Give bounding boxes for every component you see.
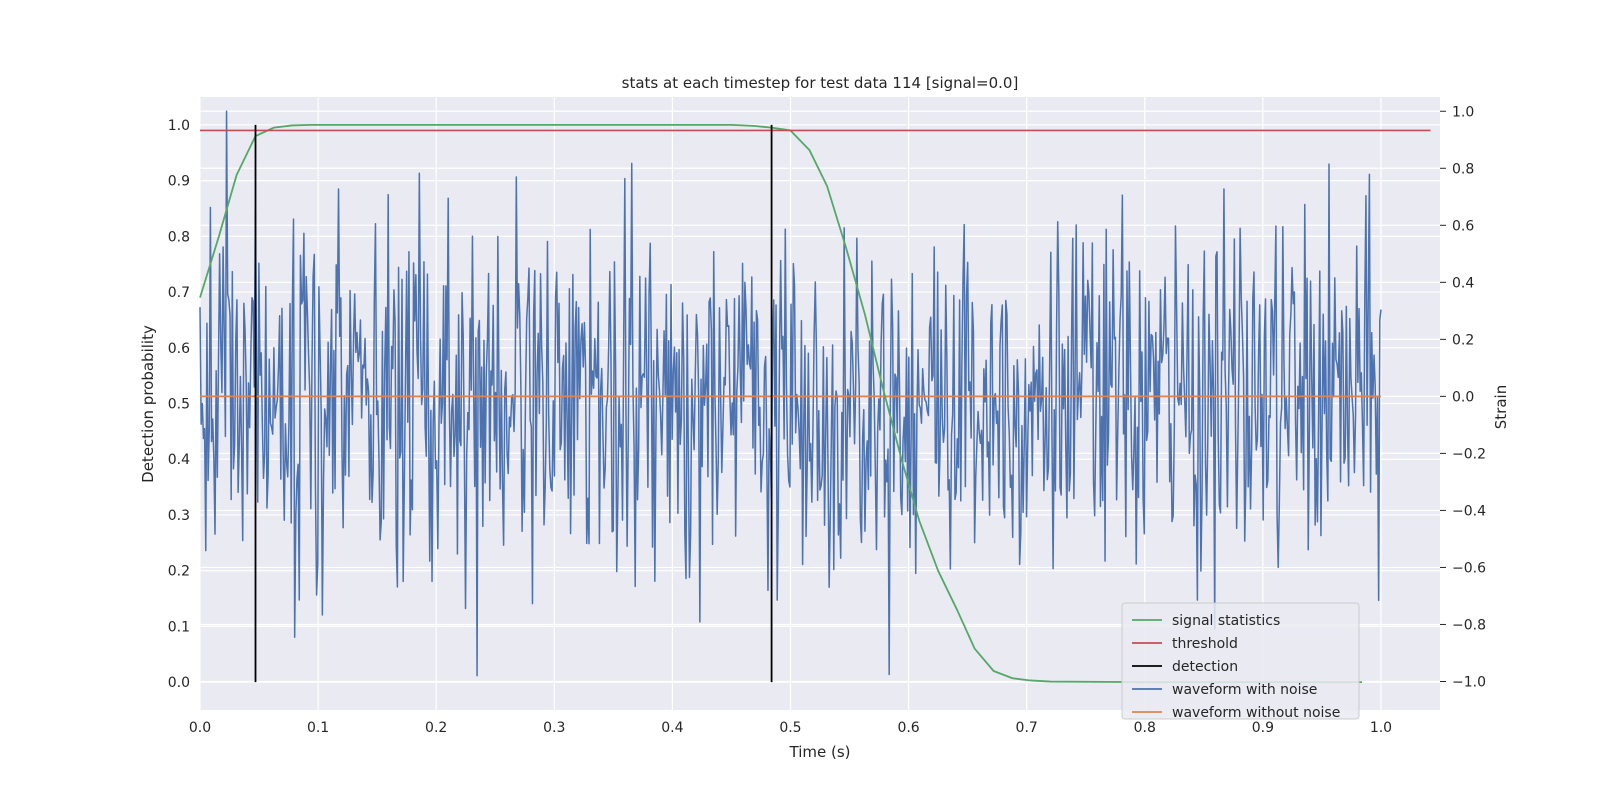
y-right-tick-label: −1.0 <box>1452 674 1486 690</box>
y-tick-label: 0.4 <box>168 452 190 468</box>
legend-label: threshold <box>1172 636 1238 652</box>
x-tick-label: 0.4 <box>661 720 683 736</box>
y-tick-label: 0.1 <box>168 619 190 635</box>
x-tick-label: 0.1 <box>307 720 329 736</box>
chart-title: stats at each timestep for test data 114… <box>622 74 1019 92</box>
x-tick-label: 0.5 <box>779 720 801 736</box>
y-right-tick-label: −0.8 <box>1452 617 1486 633</box>
y-right-tick-label: −0.2 <box>1452 446 1486 462</box>
y-tick-label: 0.8 <box>168 229 190 245</box>
series-layer <box>199 110 1431 684</box>
x-tick-label: 0.3 <box>543 720 565 736</box>
y-right-tick-label: 0.6 <box>1452 218 1474 234</box>
y-right-tick-label: 0.2 <box>1452 332 1474 348</box>
legend: signal statistics threshold detection wavef… <box>1121 602 1360 721</box>
x-tick-label: 1.0 <box>1370 720 1392 736</box>
legend-label: detection <box>1172 659 1238 675</box>
x-tick-label: 0.8 <box>1134 720 1156 736</box>
signal-statistics-line <box>199 123 1363 684</box>
y-right-tick-label: 1.0 <box>1452 104 1474 120</box>
y-right-tick-label: 0.0 <box>1452 389 1474 405</box>
x-tick-label: 0.6 <box>897 720 919 736</box>
y-right-tick-label: 0.4 <box>1452 275 1474 291</box>
x-tick-label: 0.2 <box>425 720 447 736</box>
y-right-tick-label: 0.8 <box>1452 161 1474 177</box>
legend-label: signal statistics <box>1172 613 1280 629</box>
y-tick-label: 0.6 <box>168 341 190 357</box>
y-right-tick-label: −0.4 <box>1452 503 1486 519</box>
y-tick-label: 0.3 <box>168 508 190 524</box>
y-axis-right-label: Strain <box>1492 385 1510 429</box>
y-tick-label: 0.0 <box>168 675 190 691</box>
x-tick-label: 0.0 <box>189 720 211 736</box>
ticks: 0.0 0.1 0.2 0.3 0.4 0.5 0.6 0.7 0.8 0.9 1.0 0.0 0.1 0… <box>168 104 1486 736</box>
y-tick-label: 0.5 <box>168 397 190 413</box>
legend-label: waveform with noise <box>1172 682 1317 698</box>
x-tick-label: 0.9 <box>1252 720 1274 736</box>
y-right-tick-label: −0.6 <box>1452 560 1486 576</box>
y-tick-label: 0.2 <box>168 564 190 580</box>
y-axis-label: Detection probability <box>139 325 157 483</box>
legend-label: waveform without noise <box>1172 705 1340 721</box>
x-tick-label: 0.7 <box>1016 720 1038 736</box>
y-tick-label: 0.9 <box>168 174 190 190</box>
x-axis-label: Time (s) <box>789 743 851 761</box>
y-tick-label: 0.7 <box>168 285 190 301</box>
legend-box <box>1121 602 1360 720</box>
y-tick-label: 1.0 <box>168 118 190 134</box>
